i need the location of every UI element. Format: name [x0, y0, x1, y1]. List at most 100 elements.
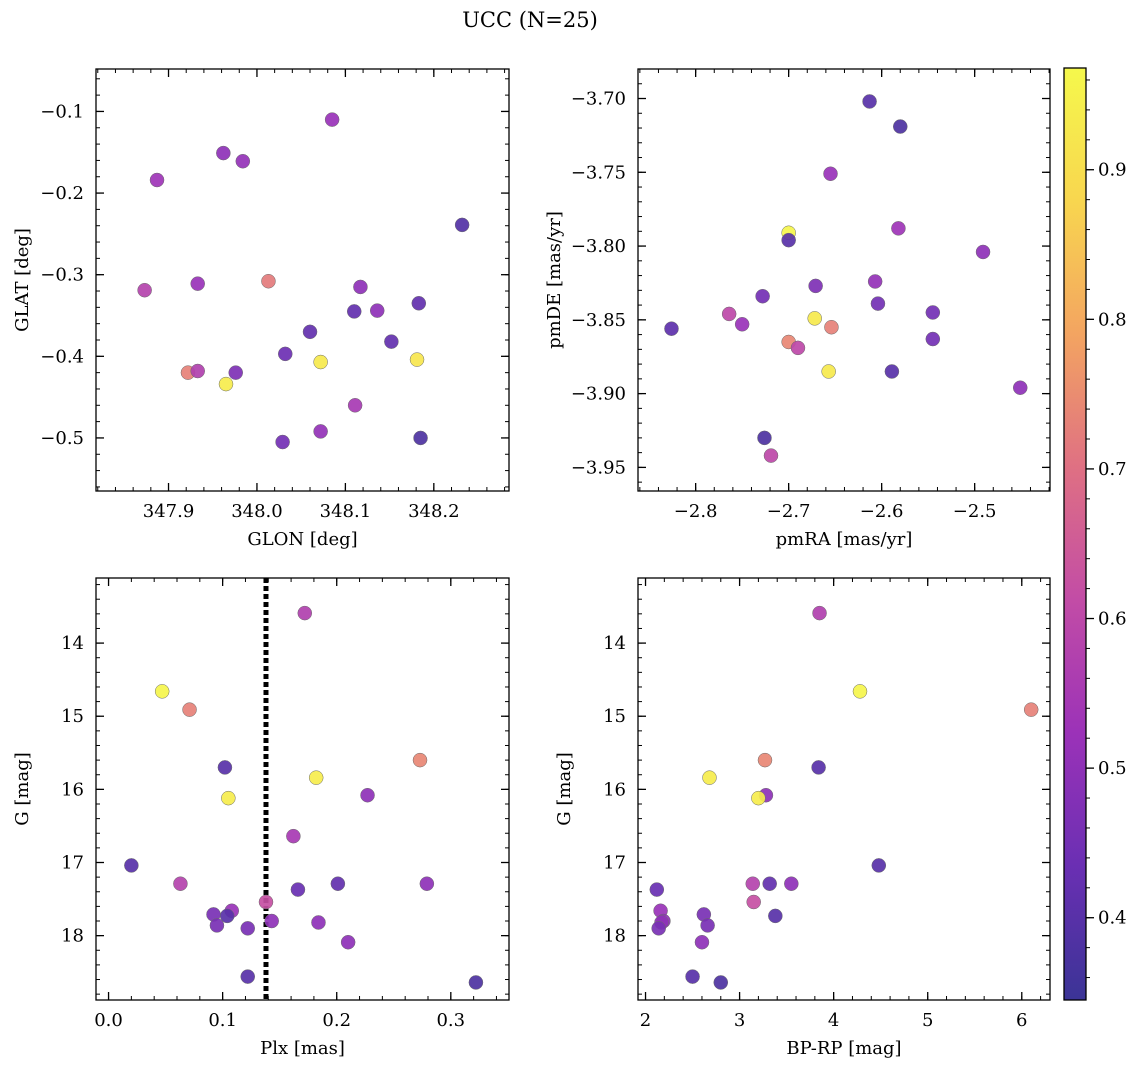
scatter-point [694, 934, 710, 950]
y-tick-label: −0.2 [40, 183, 84, 204]
scatter-point [182, 702, 197, 717]
scatter-point [384, 334, 399, 349]
y-axis-label: pmDE [mas/yr] [544, 211, 565, 349]
x-tick-label: 0.0 [94, 1010, 123, 1031]
colorbar-tick-label: 0.8 [1098, 309, 1127, 330]
scatter-point [190, 363, 205, 379]
scatter-point [893, 119, 908, 134]
scatter-point [781, 232, 796, 248]
x-tick-label: 5 [922, 1010, 933, 1031]
scatter-panel-bprp-g: 2 3 4 5 6 14 15 16 17 18 BP-RP [mag] G [mag] [554, 577, 1051, 1059]
scatter-point [685, 969, 700, 984]
y-tick-label: −0.5 [40, 428, 84, 449]
scatter-point [862, 94, 877, 109]
scatter-point [454, 217, 470, 233]
x-tick-label: 3 [734, 1010, 745, 1031]
x-tick-label: −2.7 [767, 501, 811, 522]
scatter-point [302, 324, 318, 340]
colorbar-tick-label: 0.4 [1098, 908, 1127, 929]
scatter-point [409, 352, 425, 367]
x-tick-label: 0.3 [436, 1010, 465, 1031]
y-tick-label: 16 [603, 779, 626, 800]
scatter-point [468, 975, 484, 990]
x-tick-label: −2.8 [674, 501, 718, 522]
y-tick-label: 14 [603, 633, 626, 654]
scatter-point [124, 858, 139, 873]
data-points [137, 112, 470, 450]
scatter-point [790, 340, 806, 356]
y-tick-label: 17 [61, 853, 84, 874]
scatter-point [702, 770, 717, 785]
scatter-panel-pmra-pmde: −2.8 −2.7 −2.6 −2.5 −3.95 −3.90 −3.85 −3.80 −3.7… [544, 68, 1051, 550]
scatter-point [278, 346, 293, 362]
scatter-point [216, 145, 231, 161]
scatter-point [149, 172, 165, 188]
scatter-point [240, 969, 255, 984]
y-tick-label: 17 [603, 853, 626, 874]
scatter-point [768, 908, 783, 924]
figure-title: UCC (N=25) [462, 8, 598, 32]
scatter-point [811, 760, 826, 775]
scatter-point [823, 166, 838, 182]
scatter-point [324, 112, 340, 127]
axes-frame [637, 577, 1051, 1001]
scatter-point [745, 876, 761, 891]
scatter-point [369, 303, 385, 318]
scatter-point [757, 752, 773, 768]
x-tick-label: 4 [828, 1010, 839, 1031]
x-axis-label: pmRA [mas/yr] [776, 529, 913, 550]
minor-ticks [96, 69, 509, 491]
scatter-point [975, 244, 991, 260]
scatter-point [891, 221, 906, 236]
scatter-point [734, 317, 750, 332]
scatter-point [821, 364, 836, 379]
scatter-point [1012, 380, 1028, 395]
minor-ticks [96, 578, 509, 1000]
scatter-point [173, 876, 188, 891]
x-tick-label: 0.1 [208, 1010, 237, 1031]
scatter-panel-plx-g: 0.0 0.1 0.2 0.3 14 15 16 17 18 Plx [mas] G [mag] [12, 577, 510, 1059]
colorbar: 0.4 0.5 0.6 0.7 0.8 0.9 [1063, 67, 1127, 1001]
axes-frame [95, 577, 510, 1001]
scatter-point [261, 273, 276, 289]
scatter-point [651, 921, 666, 936]
scatter-point [311, 915, 326, 930]
scatter-point [884, 364, 900, 379]
scatter-point [871, 858, 887, 873]
scatter-point [340, 934, 356, 950]
scatter-point [870, 296, 886, 311]
y-tick-label: 16 [61, 779, 84, 800]
scatter-point [713, 975, 729, 990]
y-tick-label: 18 [61, 926, 84, 947]
x-axis-label: BP-RP [mag] [786, 1038, 901, 1059]
colorbar-tick-label: 0.9 [1098, 160, 1127, 181]
scatter-point [286, 828, 301, 844]
scatter-point [413, 430, 428, 446]
scatter-point [137, 282, 152, 298]
scatter-point [925, 331, 941, 347]
scatter-point [412, 752, 428, 768]
scatter-panel-glon-glat: 347.9 348.0 348.1 348.2 −0.5 −0.4 −0.3 −0.2 −0.1… [12, 68, 510, 550]
minor-ticks [638, 68, 1050, 491]
scatter-point [808, 278, 823, 294]
scatter-point [746, 894, 761, 910]
scatter-point [812, 605, 827, 621]
x-tick-label: 2 [640, 1010, 651, 1031]
axes-frame [95, 68, 510, 492]
x-tick-label: −2.6 [860, 501, 904, 522]
axes-frame [637, 68, 1051, 492]
colorbar-gradient [1063, 67, 1087, 1001]
x-axis-label: Plx [mas] [260, 1038, 345, 1059]
scatter-point [419, 876, 435, 891]
y-tick-label: 18 [603, 926, 626, 947]
scatter-point [867, 274, 883, 289]
scatter-point [313, 424, 328, 439]
scatter-point [221, 790, 236, 806]
y-tick-label: 15 [603, 706, 626, 727]
scatter-point [755, 288, 770, 304]
scatter-point [290, 882, 306, 897]
scatter-point [664, 321, 679, 336]
x-tick-label: −2.5 [953, 501, 997, 522]
y-tick-label: −3.80 [571, 236, 626, 257]
x-axis-label: GLON [deg] [247, 529, 357, 550]
